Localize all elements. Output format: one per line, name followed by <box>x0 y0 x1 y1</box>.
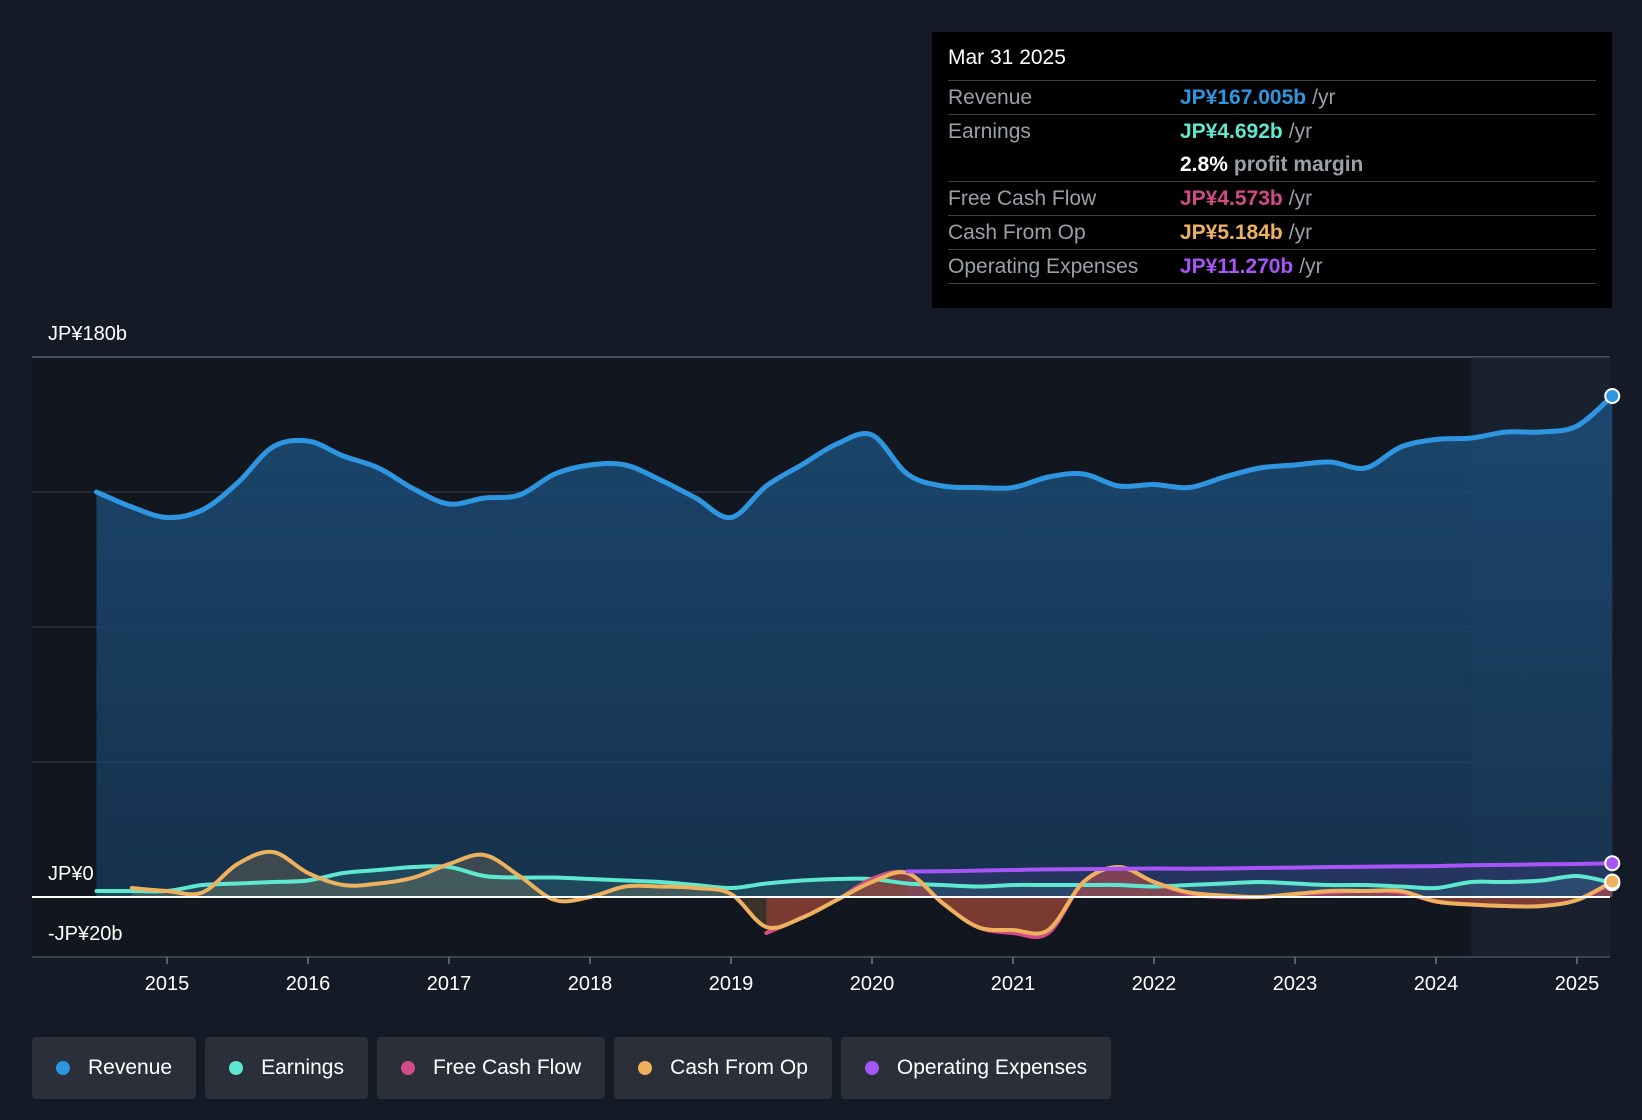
tooltip-label: Earnings <box>948 119 1031 143</box>
tooltip-unit: profit margin <box>1233 152 1364 176</box>
tooltip-row-revenue: Revenue JP¥167.005b /yr <box>948 80 1596 114</box>
y-label-zero: JP¥0 <box>48 863 94 885</box>
legend-item-cash-from-op[interactable]: Cash From Op <box>614 1037 832 1099</box>
tooltip-value: JP¥11.270b <box>1180 254 1294 278</box>
legend-label: Operating Expenses <box>896 1056 1088 1079</box>
tooltip-row-earnings: Earnings JP¥4.692b /yr <box>948 114 1596 148</box>
operating-expenses-endpoint <box>1604 855 1621 872</box>
earnings-line <box>94 864 1615 894</box>
cash-from-op-area <box>131 851 1613 934</box>
tooltip-row-margin: 2.8% profit margin <box>948 148 1596 181</box>
legend-label: Cash From Op <box>670 1056 808 1079</box>
x-tick-label: 2019 <box>709 973 754 995</box>
legend-item-free-cash-flow[interactable]: Free Cash Flow <box>376 1037 606 1099</box>
tooltip-unit: /yr <box>1288 119 1313 143</box>
earnings-area <box>96 866 1613 897</box>
legend-label: Revenue <box>88 1056 173 1079</box>
tooltip-row-fcf: Free Cash Flow JP¥4.573b /yr <box>948 181 1596 215</box>
tooltip-label: Free Cash Flow <box>948 186 1097 210</box>
legend-dot-icon <box>229 1061 244 1075</box>
cash-from-op-line <box>129 849 1615 936</box>
x-tick-label: 2020 <box>850 973 895 995</box>
y-label-bottom: -JP¥20b <box>48 923 123 945</box>
legend-item-revenue[interactable]: Revenue <box>32 1037 197 1099</box>
tooltip-row-opex: Operating Expenses JP¥11.270b /yr <box>948 249 1596 284</box>
x-tick-label: 2015 <box>145 973 190 995</box>
x-tick-label: 2024 <box>1414 973 1459 995</box>
x-tick-label: 2018 <box>568 973 613 995</box>
tooltip-date: Mar 31 2025 <box>948 46 1066 69</box>
tooltip: Mar 31 2025 Revenue JP¥167.005b /yr Earn… <box>932 32 1612 308</box>
legend-label: Earnings <box>261 1056 344 1079</box>
tooltip-value: JP¥5.184b <box>1180 220 1283 244</box>
x-tick-label: 2021 <box>991 973 1036 995</box>
x-tick-label: 2023 <box>1273 973 1318 995</box>
tooltip-value: JP¥4.573b <box>1180 186 1283 210</box>
chart-svg: JP¥180b JP¥0 -JP¥20b 2015 2016 2017 2018 201… <box>32 323 1621 995</box>
tooltip-label: Revenue <box>948 85 1033 109</box>
tooltip-unit: /yr <box>1312 85 1336 109</box>
tooltip-label: Operating Expenses <box>948 254 1139 278</box>
legend-label: Free Cash Flow <box>432 1056 582 1079</box>
legend-dot-icon <box>56 1061 70 1075</box>
x-tick-label: 2022 <box>1132 973 1177 995</box>
legend: Revenue Earnings Free Cash Flow Cash Fro… <box>32 1037 1112 1099</box>
tooltip-unit: /yr <box>1288 186 1313 210</box>
x-tick-label: 2025 <box>1555 973 1600 995</box>
revenue-line <box>94 393 1615 521</box>
legend-item-earnings[interactable]: Earnings <box>205 1037 368 1099</box>
tooltip-row-cfo: Cash From Op JP¥5.184b /yr <box>948 215 1596 249</box>
chart-area: JP¥180b JP¥0 -JP¥20b 2015 2016 2017 2018 201… <box>32 323 1621 995</box>
revenue-area <box>96 396 1613 897</box>
cash-from-op-endpoint <box>1604 873 1621 890</box>
legend-dot-icon <box>864 1061 879 1075</box>
tooltip-value: 2.8% <box>1180 152 1228 176</box>
tooltip-value: JP¥167.005b <box>1180 85 1307 109</box>
y-label-top: JP¥180b <box>48 323 127 345</box>
revenue-endpoint <box>1604 388 1621 404</box>
x-tick-label: 2017 <box>427 973 472 995</box>
tooltip-unit: /yr <box>1299 254 1323 278</box>
legend-dot-icon <box>400 1061 415 1075</box>
tooltip-unit: /yr <box>1288 220 1313 244</box>
free-cash-flow-area <box>766 867 1613 938</box>
tooltip-label: Cash From Op <box>948 220 1086 244</box>
operating-expenses-line <box>905 861 1615 874</box>
x-tick-label: 2016 <box>286 973 331 995</box>
tooltip-value: JP¥4.692b <box>1180 119 1283 143</box>
legend-dot-icon <box>638 1061 653 1075</box>
legend-item-operating-expenses[interactable]: Operating Expenses <box>840 1037 1112 1099</box>
